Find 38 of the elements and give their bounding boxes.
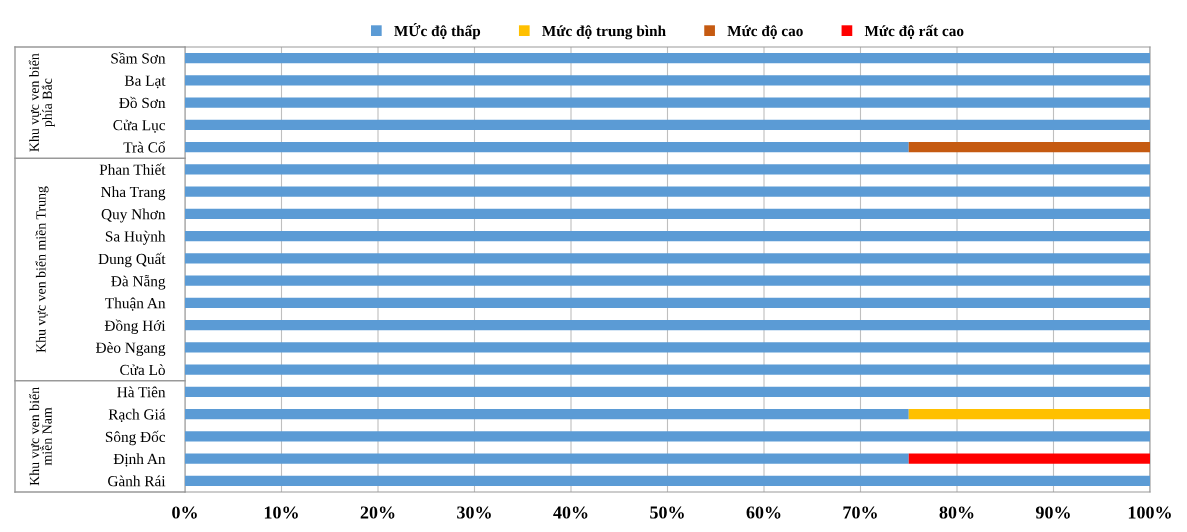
y-tick-label: Cửa Lục [113,119,166,133]
y-tick-label: Hà Tiên [117,386,166,398]
x-tick-label: 10% [264,506,298,519]
legend-label: Mức độ rất cao [864,24,964,39]
x-tick-label: 90% [1035,506,1070,519]
x-tick-label: 40% [553,506,588,519]
y-tick-label: Sầm Sơn [111,52,166,64]
legend-label: Mức độ cao [727,25,803,39]
x-tick-label: 60% [746,506,781,519]
x-tick-label: 20% [360,506,395,519]
y-tick-label: Rạch Giá [108,408,166,422]
y-tick-label: Quy Nhơn [101,208,166,223]
y-tick-label: Đèo Ngang [95,342,166,356]
x-tick-label: 70% [843,506,877,519]
y-tick-label: Phan Thiết [99,163,166,175]
x-tick-label: 50% [650,506,684,519]
y-tick-label: Dung Quất [98,252,166,268]
legend-label: MỨc độ thấp [394,22,481,40]
y-tick-label: Gành Rái [108,475,166,487]
y-tick-label: Sông Đốc [105,430,166,446]
y-tick-label: Đồ Sơn [119,96,166,109]
x-tick-label: 0% [172,506,197,519]
y-tick-label: Thuận An [105,297,166,311]
y-tick-label: Ba Lạt [124,75,166,89]
y-tick-label: Định An [113,453,166,467]
text: Khu vực ven biển miền Trung [35,186,49,353]
y-tick-label: Trà Cổ [123,141,165,153]
x-tick-label: 30% [457,506,491,519]
y-tick-label: Nha Trang [101,186,166,201]
legend-label: Mức độ trung bình [542,25,666,40]
text: Khu vực ven biển phía Bắc [28,53,55,152]
y-tick-label: Đồng Hới [104,319,166,334]
y-tick-label: Cửa Lò [120,364,165,376]
y-tick-label: Sa Huỳnh [105,230,166,245]
y-tick-label: Đà Nẵng [111,274,166,290]
x-tick-label: 100% [1128,506,1171,519]
text: Khu vực ven biển miền Nam [28,387,52,486]
x-tick-label: 80% [939,506,974,519]
